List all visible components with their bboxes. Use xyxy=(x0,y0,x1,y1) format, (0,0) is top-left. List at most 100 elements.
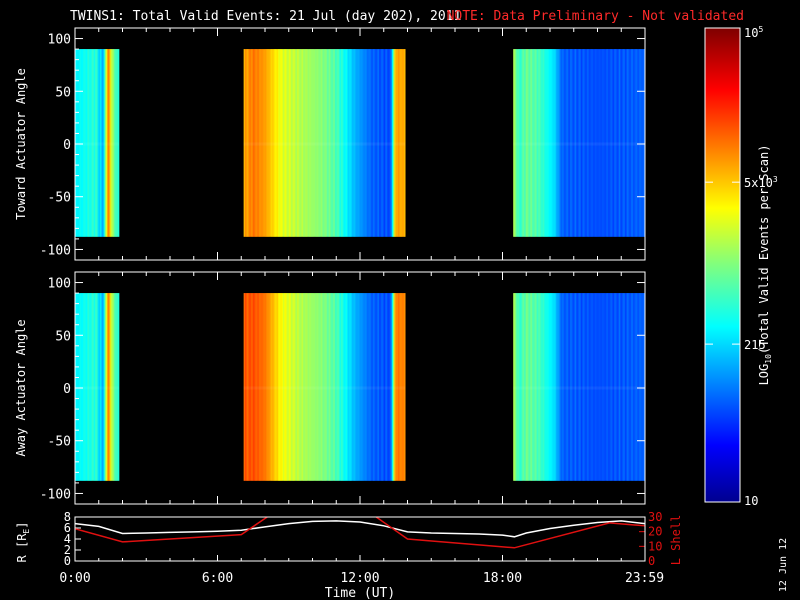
toward-time-bin xyxy=(331,49,334,237)
toward-time-bin xyxy=(395,49,398,237)
toward-time-bin xyxy=(369,49,372,237)
away-time-bin xyxy=(620,293,622,481)
away-time-bin xyxy=(553,293,556,481)
toward-time-bin xyxy=(538,49,540,237)
toward-time-bin xyxy=(627,49,629,237)
away-time-bin xyxy=(396,293,399,481)
toward-time-bin xyxy=(364,49,367,237)
away-time-bin xyxy=(358,293,361,481)
toward-time-bin xyxy=(578,49,581,237)
toward-time-bin xyxy=(597,49,600,237)
away-time-bin xyxy=(86,293,89,481)
away-time-bin xyxy=(639,293,641,481)
away-time-bin xyxy=(91,293,94,481)
toward-time-bin xyxy=(261,49,264,237)
toward-time-bin xyxy=(598,49,601,237)
toward-time-bin xyxy=(602,49,604,237)
toward-time-bin xyxy=(607,49,609,237)
toward-time-bin xyxy=(286,49,288,237)
toward-time-bin xyxy=(567,49,570,237)
away-time-bin xyxy=(259,293,261,481)
away-zero-angle-band xyxy=(513,386,645,390)
away-time-bin xyxy=(363,293,366,481)
away-time-bin xyxy=(399,293,401,481)
away-time-bin xyxy=(98,293,101,481)
away-time-bin xyxy=(82,293,84,481)
away-time-bin xyxy=(548,293,551,481)
away-time-bin xyxy=(603,293,606,481)
away-time-bin xyxy=(394,293,397,481)
away-time-bin xyxy=(400,293,402,481)
toward-time-bin xyxy=(371,49,374,237)
toward-time-bin xyxy=(635,49,638,237)
toward-time-bin xyxy=(596,49,598,237)
away-time-bin xyxy=(80,293,83,481)
toward-time-bin xyxy=(298,49,300,237)
toward-time-bin xyxy=(361,49,363,237)
away-time-bin xyxy=(354,293,356,481)
r-ytick-label: 2 xyxy=(64,543,71,557)
away-time-bin xyxy=(331,293,334,481)
away-time-bin xyxy=(641,293,644,481)
toward-time-bin xyxy=(282,49,285,237)
away-time-bin xyxy=(110,293,113,481)
away-time-bin xyxy=(308,293,311,481)
away-time-bin xyxy=(343,293,345,481)
toward-time-bin xyxy=(546,49,549,237)
toward-time-bin xyxy=(243,49,246,237)
colorbar-frame xyxy=(704,27,741,503)
toward-time-bin xyxy=(352,49,355,237)
away-angle-spectrogram xyxy=(75,293,646,481)
away-time-bin xyxy=(584,293,587,481)
toward-time-bin xyxy=(342,49,344,237)
away-time-bin xyxy=(531,293,533,481)
toward-time-bin xyxy=(76,49,78,237)
toward-time-bin xyxy=(548,49,551,237)
away-time-bin xyxy=(542,293,545,481)
toward-time-bin xyxy=(293,49,296,237)
toward-time-bin xyxy=(586,49,589,237)
away-time-bin xyxy=(117,293,120,481)
away-time-bin xyxy=(255,293,258,481)
toward-time-bin xyxy=(273,49,275,237)
away-time-bin xyxy=(609,293,611,481)
away-time-bin xyxy=(579,293,582,481)
away-time-bin xyxy=(633,293,635,481)
away-time-bin xyxy=(390,293,393,481)
away-time-bin xyxy=(274,293,277,481)
toward-ytick-label: -50 xyxy=(48,191,71,206)
toward-time-bin xyxy=(280,49,283,237)
away-time-bin xyxy=(102,293,104,481)
away-time-bin xyxy=(104,293,107,481)
toward-time-bin xyxy=(88,49,90,237)
away-time-bin xyxy=(273,293,275,481)
toward-time-bin xyxy=(573,49,576,237)
away-time-bin xyxy=(89,293,91,481)
toward-time-bin xyxy=(275,49,278,237)
away-time-bin xyxy=(244,293,247,481)
away-time-bin xyxy=(585,293,588,481)
toward-time-bin xyxy=(348,49,350,237)
away-time-bin xyxy=(323,293,325,481)
toward-time-bin xyxy=(553,49,556,237)
toward-time-bin xyxy=(303,49,305,237)
toward-time-bin xyxy=(373,49,375,237)
away-time-bin xyxy=(291,293,293,481)
toward-time-bin xyxy=(526,49,528,237)
away-time-bin xyxy=(610,293,613,481)
toward-time-bin xyxy=(398,49,400,237)
away-time-bin xyxy=(268,293,271,481)
toward-time-bin xyxy=(595,49,597,237)
toward-time-bin xyxy=(251,49,254,237)
toward-time-bin xyxy=(576,49,578,237)
toward-time-bin xyxy=(345,49,348,237)
toward-time-bin xyxy=(601,49,603,237)
away-time-bin xyxy=(362,293,364,481)
toward-time-bin xyxy=(316,49,318,237)
away-time-bin xyxy=(332,293,335,481)
away-time-bin xyxy=(401,293,404,481)
toward-time-bin xyxy=(289,49,292,237)
away-time-bin xyxy=(589,293,591,481)
away-time-bin xyxy=(598,293,601,481)
toward-time-bin xyxy=(329,49,331,237)
